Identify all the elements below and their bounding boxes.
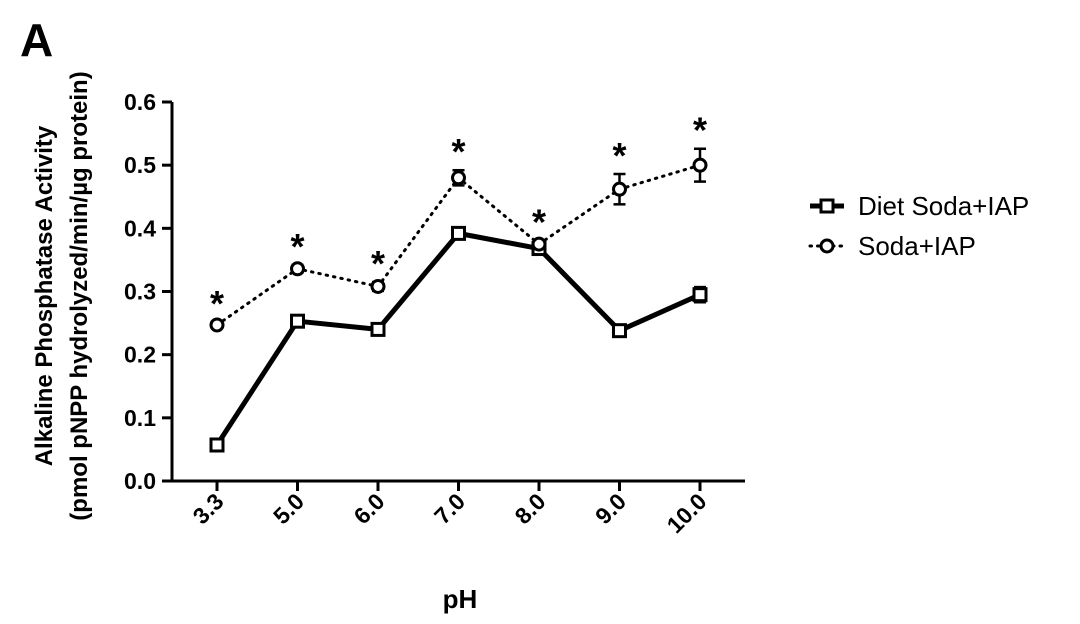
y-tick-label: 0.6	[124, 89, 156, 115]
legend-marker	[819, 198, 835, 214]
legend-marker	[819, 238, 835, 254]
axes: 0.0 0.1 0.2 0.3 0.4 0.5 0.6 3.3 5.0 6.0 7.0 8.0 9.0 1…	[31, 71, 745, 614]
legend-label-1: Soda+IAP	[858, 231, 976, 261]
y-tick-label: 0.1	[124, 405, 156, 431]
significance-asterisk: *	[451, 131, 465, 172]
data-point	[290, 313, 305, 329]
significance-asterisk: *	[532, 201, 546, 242]
y-tick-label: 0.3	[124, 279, 156, 305]
significance-asterisk: *	[290, 226, 304, 267]
y-tick-label: 0.4	[124, 215, 156, 241]
x-tick-label: 5.0	[268, 488, 309, 529]
data-point	[209, 437, 225, 453]
significance-asterisk: *	[612, 135, 626, 176]
significance-asterisk: *	[210, 283, 224, 324]
y-tick-label: 0.0	[124, 468, 156, 494]
panel-label: A	[20, 14, 53, 66]
y-axis-title: Alkaline Phosphatase Activity	[31, 125, 58, 466]
y-tick-label: 0.5	[124, 152, 156, 178]
data-point	[451, 170, 466, 186]
significance-asterisk: *	[371, 243, 385, 284]
legend-label-0: Diet Soda+IAP	[858, 191, 1029, 221]
data-point	[692, 157, 708, 173]
series-line-0	[214, 230, 702, 447]
series-lines	[214, 163, 702, 447]
data-point	[531, 236, 547, 252]
significance-markers: * * * * * * *	[210, 110, 707, 324]
series-line-1	[215, 163, 702, 327]
error-bars	[211, 147, 706, 451]
data-point	[370, 321, 386, 337]
x-tick-label: 6.0	[349, 488, 390, 529]
y-axis-subtitle: (pmol pNPP hydrolyzed/min/µg protein)	[66, 71, 93, 520]
data-point	[692, 287, 708, 303]
x-tick-label: 8.0	[510, 488, 551, 529]
data-point	[290, 261, 305, 277]
y-tick-label: 0.2	[124, 342, 156, 368]
data-point	[612, 323, 627, 339]
data-point	[612, 181, 627, 197]
significance-asterisk: *	[693, 110, 707, 151]
x-tick-label: 7.0	[429, 488, 470, 529]
x-tick-label: 3.3	[188, 488, 229, 529]
data-point	[370, 278, 386, 294]
x-axis-title: pH	[443, 584, 478, 614]
data-point	[209, 317, 225, 333]
data-point	[451, 225, 466, 241]
legend: Diet Soda+IAP Soda+IAP	[808, 191, 1029, 261]
x-tick-label: 9.0	[590, 488, 631, 529]
x-tick-label: 10.0	[661, 488, 711, 538]
data-markers	[209, 157, 708, 453]
